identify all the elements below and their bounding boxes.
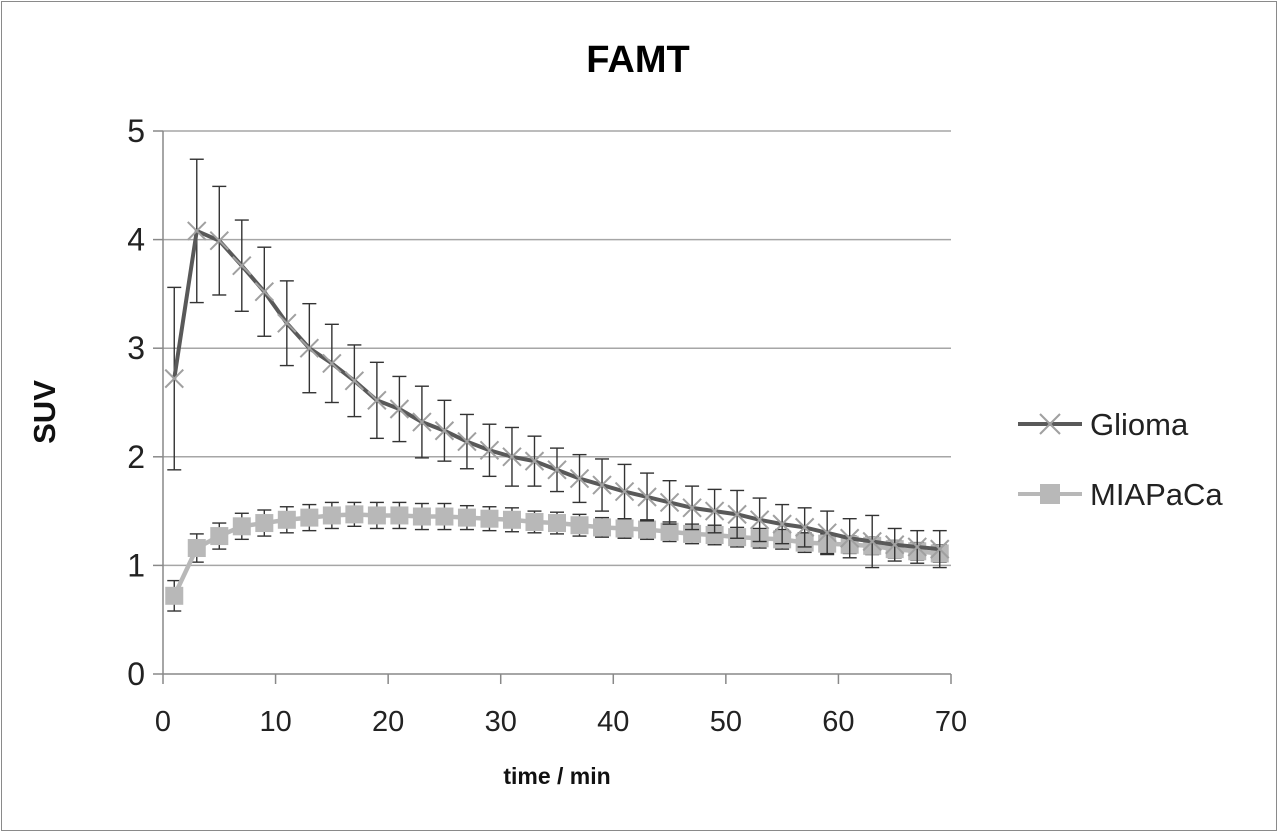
data-point: [457, 508, 476, 527]
y-tick-labels: 0 1 2 3 4 5: [127, 113, 145, 692]
series-miapaca: [165, 501, 949, 612]
data-point: [412, 507, 431, 526]
data-point: [907, 537, 927, 557]
data-point: [638, 520, 657, 539]
data-point: [749, 510, 770, 530]
series-layer: [164, 158, 950, 612]
legend-marker: [1039, 413, 1061, 435]
data-point: [210, 527, 229, 546]
data-point: [525, 512, 544, 531]
data-point: [794, 517, 815, 538]
data-point: [187, 539, 206, 558]
x-tick-label: 50: [710, 706, 742, 738]
data-point: [548, 514, 566, 533]
data-point: [165, 586, 184, 605]
data-point: [569, 468, 590, 489]
data-point: [232, 255, 252, 276]
data-point: [502, 447, 522, 467]
data-point: [232, 517, 251, 536]
legend-item-glioma: Glioma: [1018, 407, 1189, 442]
data-point: [322, 353, 342, 374]
x-axis-label: time / min: [503, 763, 610, 789]
x-tick-label: 30: [485, 706, 517, 738]
gridlines: [163, 130, 951, 567]
x-tick-label: 20: [372, 706, 404, 738]
data-point: [412, 412, 432, 432]
data-point: [839, 528, 860, 548]
data-point: [480, 509, 499, 528]
data-point: [479, 440, 500, 460]
data-point: [524, 451, 545, 471]
y-tick-label: 2: [127, 439, 145, 475]
data-point: [682, 498, 702, 518]
x-tick-label: 70: [935, 706, 967, 738]
data-point: [727, 504, 747, 525]
y-axis-label: SUV: [27, 380, 62, 444]
x-tick-labels: 0 10 20 30 40 50 60 70: [155, 706, 967, 738]
data-point: [615, 519, 634, 538]
data-point: [660, 522, 679, 541]
data-point: [772, 514, 792, 534]
data-point: [570, 516, 589, 535]
data-point: [593, 518, 612, 537]
data-point: [885, 535, 905, 555]
data-point: [502, 510, 521, 529]
data-point: [389, 399, 410, 419]
legend-item-miapaca: MIAPaCa: [1018, 477, 1223, 512]
data-point: [705, 525, 724, 544]
data-point: [930, 539, 950, 559]
data-point: [299, 338, 320, 358]
data-point: [344, 371, 365, 391]
x-tick-label: 0: [155, 706, 171, 738]
series-glioma: [164, 158, 950, 569]
data-point: [322, 506, 341, 525]
data-point: [435, 507, 454, 526]
y-tick-label: 4: [127, 222, 145, 258]
data-point: [457, 431, 477, 452]
y-tick-label: 5: [127, 113, 145, 149]
y-tick-label: 3: [127, 330, 145, 366]
data-point: [277, 510, 296, 529]
data-point: [547, 460, 567, 480]
series-line: [172, 228, 940, 552]
data-point: [255, 514, 274, 533]
axes: [153, 130, 952, 684]
data-point: [367, 390, 387, 411]
y-tick-label: 0: [127, 656, 145, 692]
data-point: [592, 475, 612, 495]
x-tick-label: 10: [259, 706, 291, 738]
data-point: [345, 505, 364, 524]
data-point: [637, 487, 657, 507]
data-point: [434, 421, 455, 441]
data-point: [164, 368, 184, 389]
chart-title: FAMT: [586, 39, 689, 81]
data-point: [390, 506, 409, 525]
legend-label: Glioma: [1090, 407, 1189, 442]
y-tick-label: 1: [127, 547, 145, 583]
legend: Glioma MIAPaCa: [1018, 407, 1223, 512]
data-point: [209, 230, 229, 251]
data-point: [817, 523, 837, 543]
data-point: [187, 221, 207, 241]
data-point: [367, 506, 386, 525]
data-point: [277, 313, 297, 333]
data-point: [659, 492, 680, 513]
data-point: [300, 508, 319, 527]
data-point: [614, 481, 635, 502]
data-point: [254, 282, 275, 302]
data-point: [704, 501, 725, 521]
legend-marker: [1040, 484, 1060, 504]
x-tick-label: 60: [822, 706, 854, 738]
legend-label: MIAPaCa: [1090, 477, 1223, 512]
x-tick-label: 40: [597, 706, 629, 738]
data-point: [862, 531, 882, 552]
